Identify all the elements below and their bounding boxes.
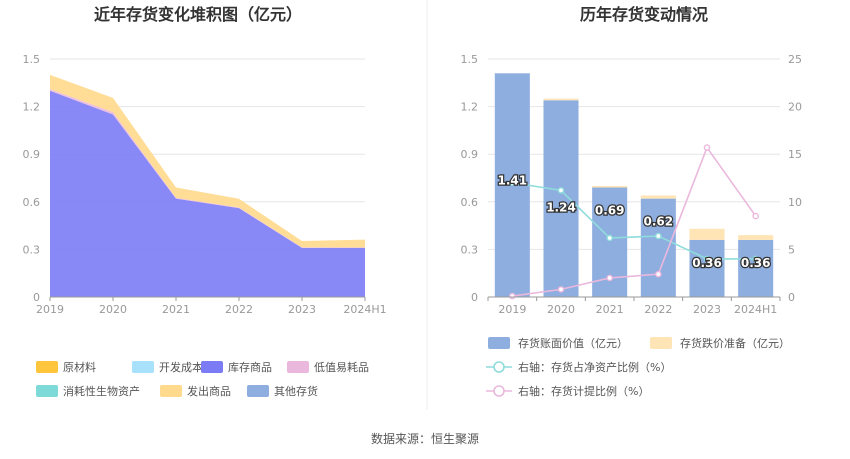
point-inventory-ratio [655,232,662,240]
bar-impairment [640,195,676,199]
legend-swatch [287,361,309,373]
point-provision-ratio [509,292,516,300]
right-x-tick-label: 2021 [596,303,624,316]
right-y-tick-label: 1.2 [461,101,479,114]
bar-book-value [543,100,579,298]
right-y2-tick-label: 10 [788,196,802,209]
right-y2-tick-label: 20 [788,101,802,114]
bar-impairment [689,228,725,240]
bar-impairment [592,185,628,188]
legend-label: 其他存货 [274,384,318,398]
left-y-tick-label: 1.5 [23,53,41,66]
point-provision-ratio [606,274,613,282]
bar-book-value [640,198,676,297]
chart-right-title: 历年存货变动情况 [580,5,708,24]
left-area-chart: 0 0.3 0.6 0.9 1.2 1.5 2019 2020 2021 2022 2023 2024… [23,53,387,398]
right-y-tick-label: 0 [471,291,478,304]
right-y2-tick-label: 5 [788,243,795,256]
bar-value-label: 0.69 [595,204,625,218]
legend-swatch [36,385,58,397]
point-provision-ratio [557,286,565,293]
legend-swatch [201,361,223,373]
right-y2-tick-label: 15 [788,148,802,161]
line-provision-ratio [512,145,757,297]
bar-value-label: 1.24 [546,200,576,214]
right-y-tick-label: 0.6 [461,196,479,209]
point-inventory-ratio [752,255,759,263]
legend-swatch [160,385,182,397]
right-x-tick-label: 2022 [644,303,672,316]
legend-label: 库存商品 [228,360,272,374]
left-y-tick-label: 0.9 [23,148,41,161]
line-inventory-ratio [512,181,756,260]
legend-swatch [650,337,672,349]
left-x-tick-label: 2024H1 [343,303,386,316]
right-y2-tick-label: 0 [788,291,795,304]
legend-label: 存货跌价准备（亿元） [680,336,790,350]
left-x-tick-label: 2021 [162,303,190,316]
area-series [50,90,365,297]
legend-marker [493,361,505,373]
point-provision-ratio [655,270,662,278]
legend-swatch [488,337,510,349]
bar-value-label: 0.36 [692,256,722,270]
legend-label: 右轴：存货计提比例（%） [518,384,649,398]
legend-label: 消耗性生物资产 [63,384,140,398]
bar-value-label: 0.62 [644,215,674,229]
left-x-tick-label: 2019 [36,303,64,316]
legend-swatch [132,361,154,373]
right-x-tick-label: 2020 [547,303,575,316]
right-x-tick-label: 2024H1 [734,303,777,316]
right-x-tick-label: 2019 [498,303,526,316]
left-y-tick-label: 0.3 [23,243,41,256]
bar-value-label: 0.36 [741,256,771,270]
chart-left-title: 近年存货变化堆积图（亿元） [94,5,302,24]
legend-label: 开发成本 [159,360,203,374]
legend-label: 原材料 [63,360,96,374]
left-x-tick-label: 2022 [225,303,253,316]
legend-swatch [247,385,269,397]
legend-label: 右轴：存货占净资产比例（%） [518,360,671,374]
area-series [50,74,365,248]
right-y2-tick-label: 25 [788,53,802,66]
legend-label: 发出商品 [187,384,231,398]
point-provision-ratio [752,212,759,220]
bar-book-value [689,239,725,297]
point-inventory-ratio [703,255,711,263]
right-bar-chart: 0 0.3 0.6 0.9 1.2 1.5 0 5 10 15 20 25 1.41 1.24 0.69 0.… [461,53,803,398]
left-x-tick-label: 2023 [288,303,316,316]
left-y-tick-label: 0.6 [23,196,41,209]
left-x-tick-label: 2020 [99,303,127,316]
bar-impairment [543,98,579,101]
point-provision-ratio [703,144,711,151]
bar-book-value [738,239,774,297]
right-y-tick-label: 1.5 [461,53,479,66]
right-y-tick-label: 0.9 [461,148,479,161]
point-inventory-ratio [606,234,613,242]
point-inventory-ratio [509,179,516,187]
source-note: 数据来源：恒生聚源 [371,431,479,446]
right-y-tick-label: 0.3 [461,243,479,256]
legend-label: 低值易耗品 [314,361,369,374]
bar-impairment [738,235,774,240]
bar-value-label: 1.41 [498,173,528,187]
legend-label: 存货账面价值（亿元） [518,336,628,350]
point-inventory-ratio [557,187,565,194]
left-y-tick-label: 0 [33,291,40,304]
legend-marker [493,385,505,397]
left-y-tick-label: 1.2 [23,101,41,114]
legend-swatch [36,361,58,373]
right-x-tick-label: 2023 [693,303,721,316]
